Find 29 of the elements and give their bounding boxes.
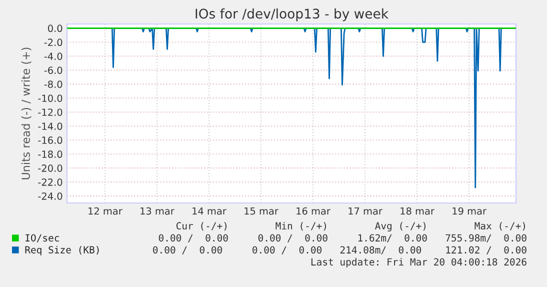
y-tick-label: -12.0 [38,108,62,116]
x-tick-label: 12 mar [88,207,122,215]
x-tick-label: 13 mar [140,207,174,215]
y-tick-label: -20.0 [38,164,62,172]
chart-title: IOs for /dev/loop13 - by week [196,8,388,22]
y-tick-label: -8.0 [44,80,62,88]
y-tick-label: 0.0 [48,24,62,32]
x-tick-label: 15 mar [244,207,278,215]
y-tick-label: -10.0 [38,94,62,102]
y-tick-label: -24.0 [38,192,62,200]
legend-label: Req Size (KB) [25,246,99,256]
y-axis-title: Units read (-) / write (+) [21,48,32,180]
y-tick-label: -14.0 [38,122,62,130]
text: 0.00 / 0.00 0.00 / 0.00 1.62m/ 0.00 755.98m/ 0.00 [158,234,526,242]
x-tick-label: 14 mar [192,207,226,215]
text: Last update: Fri Mar 20 04:00:18 2026 [311,258,526,268]
x-tick-label: 16 mar [296,207,330,215]
y-tick-label: -16.0 [38,136,62,144]
text: 0.00 / 0.00 0.00 / 0.00 214.08m/ 0.00 121.02 / 0.00 [153,246,526,254]
x-tick-label: 17 mar [348,207,382,215]
x-tick-label: 19 mar [452,207,486,215]
legend-label: IO/sec [26,234,59,242]
y-tick-label: -22.0 [38,178,62,186]
y-tick-label: -6.0 [44,66,62,74]
text: Cur (-/+) Min (-/+) Avg (-/+) Max (-/+) [176,222,525,232]
y-tick-label: -4.0 [44,52,62,60]
y-tick-label: -2.0 [44,38,62,46]
x-tick-label: 18 mar [400,207,434,215]
y-tick-label: -18.0 [38,150,62,158]
